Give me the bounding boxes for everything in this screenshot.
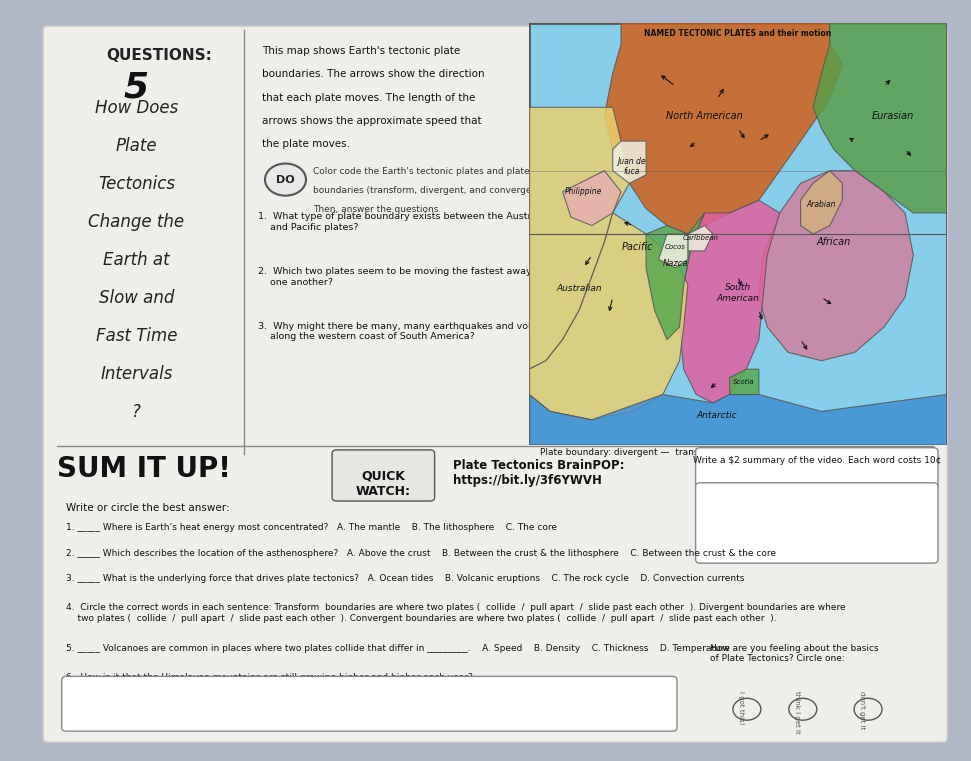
Text: arrows shows the approximate speed that: arrows shows the approximate speed that [262,116,482,126]
Text: Fast Time: Fast Time [95,327,177,345]
Text: boundaries. The arrows show the direction: boundaries. The arrows show the directio… [262,69,485,79]
Text: Arabian: Arabian [807,200,836,209]
Text: 2.  Which two plates seem to be moving the fastest away from
    one another?: 2. Which two plates seem to be moving th… [257,267,556,287]
Text: Earth at: Earth at [103,251,170,269]
Text: How are you feeling about the basics
of Plate Tectonics? Circle one:: How are you feeling about the basics of … [710,644,878,663]
Polygon shape [562,170,621,225]
Text: NAMED TECTONIC PLATES and their motion: NAMED TECTONIC PLATES and their motion [645,29,831,38]
Text: Then, answer the questions.: Then, answer the questions. [314,205,442,214]
Polygon shape [604,23,843,234]
FancyBboxPatch shape [332,450,435,501]
Text: Plate: Plate [116,137,157,155]
Text: Australian: Australian [556,285,602,294]
Text: Eurasian: Eurasian [871,111,914,121]
Polygon shape [687,225,713,251]
Text: ?: ? [132,403,141,421]
Polygon shape [680,200,780,403]
Text: DO: DO [276,174,295,185]
Text: This map shows Earth's tectonic plate: This map shows Earth's tectonic plate [262,46,460,56]
Text: 1. _____ Where is Earth’s heat energy most concentrated?   A. The mantle    B. T: 1. _____ Where is Earth’s heat energy mo… [66,523,557,532]
Polygon shape [529,107,629,369]
Text: QUESTIONS:: QUESTIONS: [107,48,213,63]
Text: Slow and: Slow and [99,289,174,307]
Polygon shape [646,213,705,339]
FancyBboxPatch shape [695,447,938,490]
Text: SUM IT UP!: SUM IT UP! [57,455,231,483]
Text: think I get it: think I get it [793,691,799,734]
Text: don't get it: don't get it [858,691,865,729]
Text: Change the: Change the [88,213,184,231]
Text: 5: 5 [123,70,149,104]
Text: Nazca: Nazca [662,259,688,268]
Polygon shape [729,369,759,394]
Text: Color code the Earth's tectonic plates and plate: Color code the Earth's tectonic plates a… [314,167,530,177]
Polygon shape [813,23,947,213]
Text: Juan de
fuca: Juan de fuca [618,157,646,176]
Polygon shape [529,213,687,420]
Text: Intervals: Intervals [100,365,173,383]
Text: Write a $2 summary of the video. Each word costs 10¢: Write a $2 summary of the video. Each wo… [692,457,941,466]
Text: Plate boundary: divergent —  transform —  convergent ▲▲   10 cm/yr: Plate boundary: divergent — transform — … [540,447,854,457]
Text: 3. _____ What is the underlying force that drives plate tectonics?   A. Ocean ti: 3. _____ What is the underlying force th… [66,574,745,583]
Text: 3.  Why might there be many, many earthquakes and volcanoes
    along the wester: 3. Why might there be many, many earthqu… [257,322,564,342]
Polygon shape [658,234,687,268]
Text: African: African [817,237,852,247]
Text: the plate moves.: the plate moves. [262,139,351,149]
FancyBboxPatch shape [695,482,938,563]
Text: Write or circle the best answer:: Write or circle the best answer: [66,503,230,513]
FancyBboxPatch shape [43,26,948,742]
Text: Pacific: Pacific [622,242,653,252]
Polygon shape [529,394,947,445]
Polygon shape [613,141,646,183]
Text: 6.  How is it that the Himalayan mountains are still growing higher and higher e: 6. How is it that the Himalayan mountain… [66,673,473,682]
Text: boundaries (transform, divergent, and convergent).: boundaries (transform, divergent, and co… [314,186,548,195]
Text: Scotia: Scotia [733,379,755,385]
Polygon shape [801,170,843,234]
Text: 5. _____ Volcanoes are common in places where two plates collide that differ in : 5. _____ Volcanoes are common in places … [66,644,730,652]
Text: I got this!: I got this! [738,691,744,724]
Text: Antarctic: Antarctic [697,411,737,420]
Text: How Does: How Does [95,99,178,117]
Text: 4.  Circle the correct words in each sentence: Transform  boundaries are where t: 4. Circle the correct words in each sent… [66,603,846,622]
Text: North American: North American [666,111,743,121]
Text: Philippine: Philippine [565,187,602,196]
Text: Cocos: Cocos [665,244,686,250]
Text: 1.  What type of plate boundary exists between the Australian
    and Pacific pl: 1. What type of plate boundary exists be… [257,212,554,232]
FancyBboxPatch shape [62,677,677,731]
Text: that each plate moves. The length of the: that each plate moves. The length of the [262,93,476,103]
Text: Plate Tectonics BrainPOP:
https://bit.ly/3f6YWVH: Plate Tectonics BrainPOP: https://bit.ly… [453,460,624,487]
Text: QUICK
WATCH:: QUICK WATCH: [355,470,411,498]
Polygon shape [759,170,914,361]
FancyBboxPatch shape [529,23,947,445]
Text: 2. _____ Which describes the location of the asthenosphere?   A. Above the crust: 2. _____ Which describes the location of… [66,549,777,558]
Circle shape [265,164,306,196]
Text: Tectonics: Tectonics [98,175,175,193]
Text: South
American: South American [717,283,759,303]
Text: Caribbean: Caribbean [683,235,719,241]
